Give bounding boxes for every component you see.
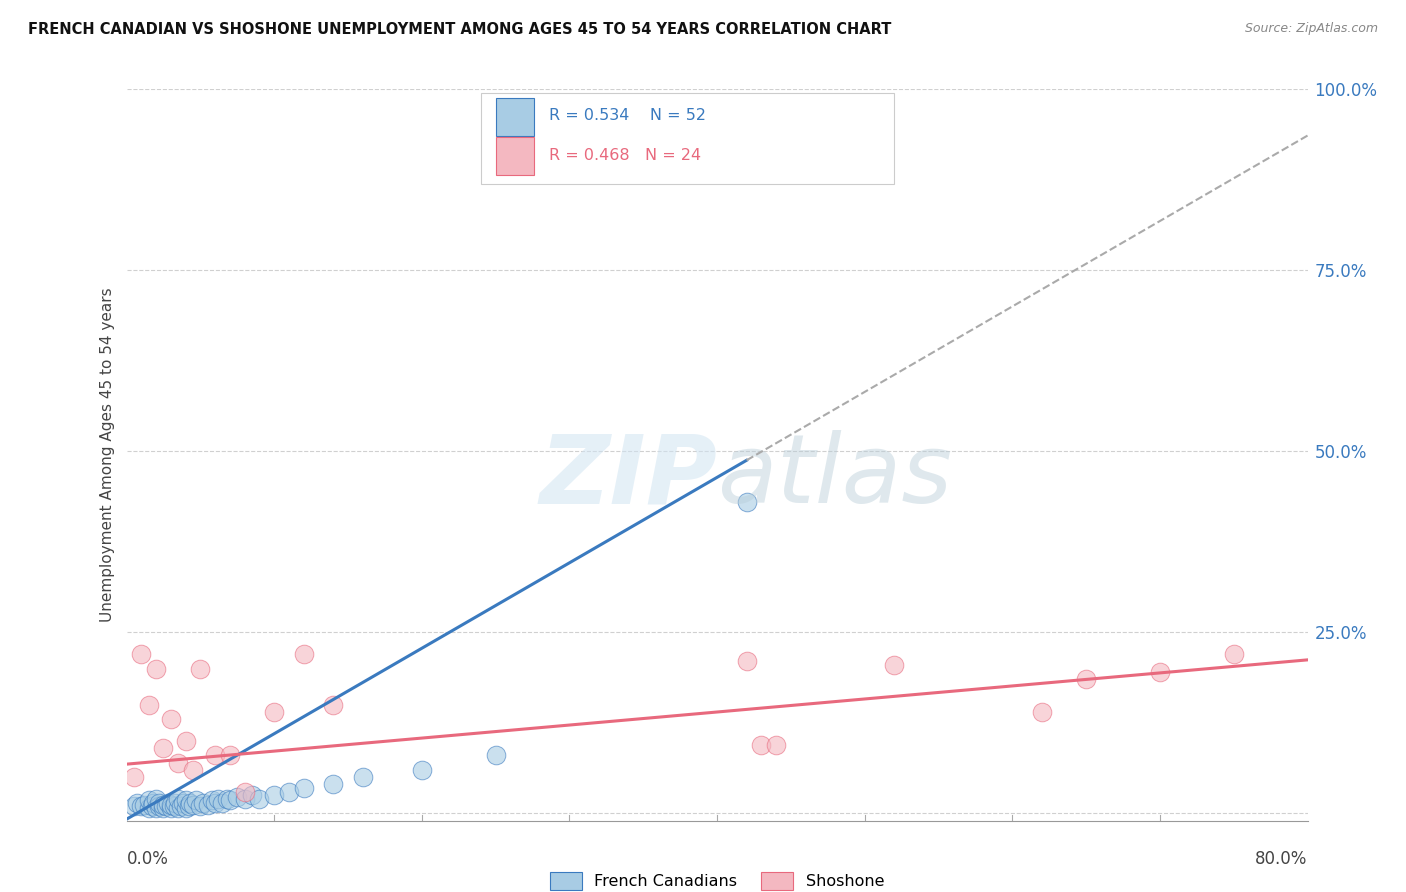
Point xyxy=(247,792,270,806)
Point xyxy=(179,796,201,810)
Point xyxy=(174,793,197,807)
Text: ZIP: ZIP xyxy=(538,430,717,524)
Point xyxy=(122,770,145,784)
Point xyxy=(156,796,179,810)
Point xyxy=(138,793,160,807)
Point xyxy=(159,800,183,814)
Point xyxy=(145,662,167,676)
Point xyxy=(129,647,153,661)
Point xyxy=(735,654,758,668)
Point xyxy=(159,712,183,726)
Text: FRENCH CANADIAN VS SHOSHONE UNEMPLOYMENT AMONG AGES 45 TO 54 YEARS CORRELATION C: FRENCH CANADIAN VS SHOSHONE UNEMPLOYMENT… xyxy=(28,22,891,37)
Text: atlas: atlas xyxy=(717,430,952,524)
Point xyxy=(322,777,344,791)
Point xyxy=(207,792,229,806)
Point xyxy=(197,797,219,812)
Point xyxy=(411,763,433,777)
Y-axis label: Unemployment Among Ages 45 to 54 years: Unemployment Among Ages 45 to 54 years xyxy=(100,287,115,623)
Point xyxy=(148,799,170,814)
Point xyxy=(215,792,238,806)
Point xyxy=(292,647,315,661)
Text: R = 0.468   N = 24: R = 0.468 N = 24 xyxy=(550,148,702,163)
FancyBboxPatch shape xyxy=(496,98,534,136)
Point xyxy=(174,734,197,748)
FancyBboxPatch shape xyxy=(481,93,894,185)
Point xyxy=(159,797,183,812)
Point xyxy=(125,796,148,810)
Point xyxy=(155,799,177,814)
Point xyxy=(233,785,256,799)
FancyBboxPatch shape xyxy=(496,137,534,176)
Point xyxy=(1076,673,1098,687)
Point xyxy=(263,789,285,803)
Point xyxy=(184,793,207,807)
Legend: French Canadians, Shoshone: French Canadians, Shoshone xyxy=(543,865,891,892)
Point xyxy=(152,800,174,814)
Point xyxy=(352,770,374,784)
Point xyxy=(167,792,190,806)
Point xyxy=(172,796,194,810)
Point xyxy=(193,796,215,810)
Point xyxy=(142,796,165,810)
Point xyxy=(484,748,508,763)
Point xyxy=(322,698,344,712)
Point xyxy=(141,799,163,814)
Point xyxy=(883,657,905,672)
Point xyxy=(278,785,301,799)
Point xyxy=(1031,705,1053,719)
Point xyxy=(152,741,174,756)
Point xyxy=(163,799,186,814)
Text: Source: ZipAtlas.com: Source: ZipAtlas.com xyxy=(1244,22,1378,36)
Point xyxy=(165,796,187,810)
Point xyxy=(765,738,787,752)
Point xyxy=(201,793,224,807)
Text: R = 0.534    N = 52: R = 0.534 N = 52 xyxy=(550,108,706,122)
Point xyxy=(211,796,233,810)
Point xyxy=(138,800,160,814)
Text: 0.0%: 0.0% xyxy=(127,849,169,868)
Point xyxy=(263,705,285,719)
Point xyxy=(735,495,758,509)
Point xyxy=(233,792,256,806)
Point xyxy=(204,796,226,810)
Point xyxy=(188,799,211,814)
Point xyxy=(219,793,242,807)
Point xyxy=(134,797,156,812)
Point xyxy=(145,792,167,806)
Point xyxy=(204,748,226,763)
Point xyxy=(751,738,773,752)
Point xyxy=(292,780,315,795)
Point xyxy=(177,799,200,814)
Point xyxy=(181,797,204,812)
Point xyxy=(226,790,249,805)
Point xyxy=(129,799,153,814)
Point xyxy=(188,662,211,676)
Point xyxy=(219,748,242,763)
Point xyxy=(167,800,190,814)
Point xyxy=(181,763,204,777)
Text: 80.0%: 80.0% xyxy=(1256,849,1308,868)
Point xyxy=(170,799,193,814)
Point xyxy=(1222,647,1246,661)
Point xyxy=(148,796,170,810)
Point xyxy=(122,799,145,814)
Point xyxy=(240,789,263,803)
Point xyxy=(1149,665,1171,680)
Point xyxy=(735,119,758,133)
Point xyxy=(145,800,167,814)
Point xyxy=(138,698,160,712)
Point xyxy=(174,800,197,814)
Point xyxy=(152,797,174,812)
Point xyxy=(167,756,190,770)
